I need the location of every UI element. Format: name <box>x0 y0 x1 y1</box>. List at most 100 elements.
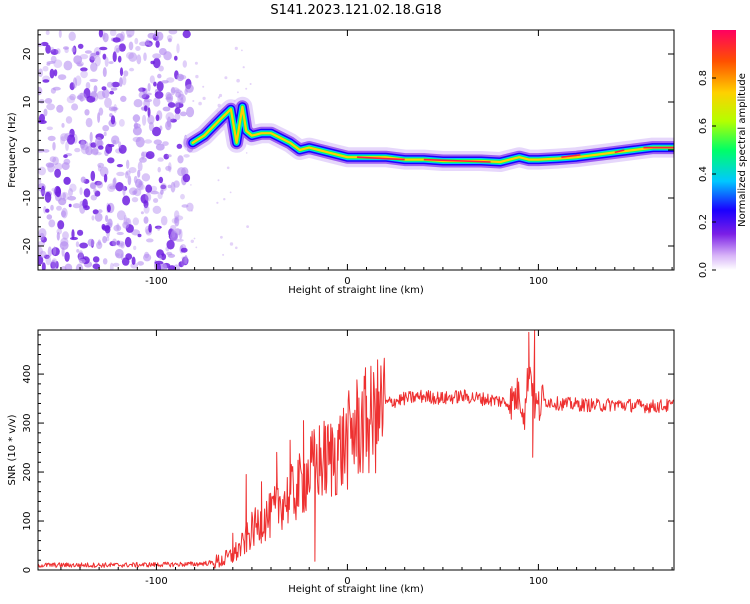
noise-blob <box>94 55 101 67</box>
noise-blob <box>116 231 124 236</box>
noise-blob <box>158 176 164 184</box>
noise-blob <box>47 246 52 257</box>
noise-blob <box>174 101 180 110</box>
noise-blob <box>160 189 164 195</box>
noise-blob <box>68 188 73 197</box>
noise-blob <box>128 41 134 51</box>
noise-blob <box>174 210 180 220</box>
noise-blob <box>174 215 184 221</box>
noise-blob <box>174 217 178 224</box>
noise-blob <box>79 54 89 60</box>
noise-speckle <box>194 61 198 65</box>
noise-blob <box>104 225 111 234</box>
noise-blob <box>142 114 147 126</box>
noise-speckle <box>236 78 240 83</box>
noise-blob <box>71 229 75 240</box>
noise-blob <box>79 258 86 264</box>
noise-blob <box>153 139 162 145</box>
noise-blob <box>80 70 88 79</box>
noise-speckle <box>242 66 245 69</box>
noise-blob <box>47 135 56 142</box>
noise-blob <box>155 114 160 122</box>
colorbar-gradient <box>712 30 736 270</box>
noise-blob <box>137 161 143 172</box>
snr-frame <box>37 329 675 571</box>
noise-blob <box>65 141 69 152</box>
x-tick-label: 100 <box>529 276 548 287</box>
noise-blob <box>98 145 104 150</box>
noise-blob <box>102 236 107 244</box>
noise-blob <box>128 167 137 174</box>
y-tick-label: 20 <box>22 48 33 61</box>
noise-blob <box>99 46 108 51</box>
noise-blob <box>112 51 117 63</box>
noise-blob <box>178 74 187 80</box>
noise-speckle <box>245 152 248 154</box>
noise-blob <box>85 117 93 128</box>
x-tick-label: 0 <box>344 576 350 587</box>
noise-blob <box>112 262 120 267</box>
noise-blob <box>147 114 155 125</box>
noise-blob <box>38 177 42 186</box>
noise-blob <box>115 48 120 53</box>
colorbar-label: Normalized spectral amplitude <box>737 73 748 227</box>
snr-panel: -100 0 100 0 100 200 300 400 Height of straight… <box>7 329 675 595</box>
colorbar: 0.0 0.2 0.4 0.6 0.8 Normalized spectral ampl… <box>698 30 748 278</box>
noise-blob <box>118 141 122 149</box>
noise-blob <box>56 205 62 211</box>
noise-blob <box>39 250 47 258</box>
noise-blob <box>80 139 86 149</box>
colorbar-tick-label: 0.2 <box>698 214 709 230</box>
noise-blob <box>118 242 124 248</box>
noise-blob <box>112 238 118 247</box>
noise-blob <box>117 55 122 63</box>
noise-blob <box>179 111 187 117</box>
ridge-band-yellow <box>191 105 674 164</box>
noise-blob <box>120 241 125 249</box>
noise-blob <box>45 162 55 168</box>
noise-blob <box>69 93 76 101</box>
noise-blob <box>180 193 185 200</box>
noise-blob <box>144 105 148 112</box>
noise-blob <box>132 190 137 195</box>
noise-blob <box>158 65 164 72</box>
noise-blob <box>159 254 163 260</box>
noise-blob <box>175 92 182 98</box>
noise-blob <box>63 154 68 159</box>
noise-blob <box>113 224 122 232</box>
noise-blob <box>181 258 186 267</box>
noise-blob <box>77 43 84 49</box>
noise-blob <box>64 263 73 270</box>
noise-blob <box>96 241 103 250</box>
noise-blob <box>138 87 143 93</box>
noise-blob <box>110 87 118 91</box>
noise-blob <box>50 49 59 55</box>
noise-blob <box>116 210 126 221</box>
noise-blob <box>140 211 144 215</box>
noise-blob <box>58 197 67 206</box>
noise-blob <box>135 136 145 148</box>
noise-blob <box>176 43 180 54</box>
noise-blob <box>167 154 172 158</box>
noise-blob <box>132 136 141 142</box>
y-tick-label: 300 <box>22 414 33 433</box>
noise-blob <box>68 203 72 208</box>
noise-blob <box>76 61 84 67</box>
noise-blob <box>176 143 183 149</box>
noise-blob <box>61 123 65 128</box>
noise-blob <box>64 251 70 262</box>
colorbar-tick-label: 0.8 <box>698 70 709 86</box>
noise-blob <box>185 84 194 93</box>
noise-blob <box>173 180 180 188</box>
noise-blob <box>79 187 83 196</box>
noise-blob <box>118 144 127 154</box>
colorbar-tick-label: 0.4 <box>698 166 709 182</box>
y-tick-label: 400 <box>22 365 33 384</box>
noise-blob <box>38 255 44 265</box>
noise-blob <box>182 60 187 68</box>
noise-blob <box>133 188 142 197</box>
noise-blob <box>114 248 124 259</box>
noise-blob <box>90 62 98 72</box>
noise-blob <box>98 30 103 38</box>
